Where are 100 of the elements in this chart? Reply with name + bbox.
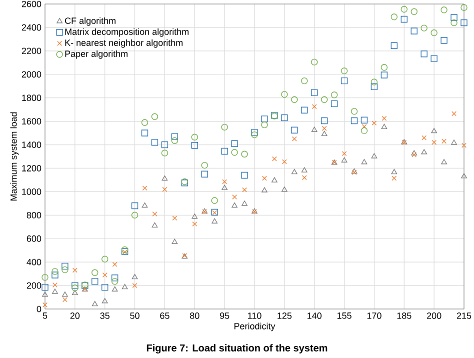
point [340,68,348,74]
point [251,129,258,136]
point [450,19,458,26]
x-tick-label: 170 [367,312,382,319]
point [330,100,338,108]
point [92,278,98,285]
point [291,96,298,103]
x-tick-label: 140 [308,312,322,319]
point [131,212,138,218]
point [371,153,378,158]
point [141,119,148,126]
point [171,133,178,140]
point [281,90,288,98]
point [311,126,318,132]
point [111,274,118,282]
point [321,130,328,136]
point [410,28,418,34]
x-tick-label: 95 [220,312,230,319]
point [72,282,78,289]
point [191,134,198,140]
y-tick-label: 2000 [22,71,42,78]
point [372,120,377,126]
point [142,202,148,208]
point [201,170,208,178]
point [241,172,248,179]
point [72,290,78,296]
point [320,96,328,103]
point [450,14,458,21]
point [231,149,238,156]
y-tick-label: 1800 [22,94,42,102]
point [162,175,168,181]
point [341,157,348,162]
point [102,284,108,291]
point [151,113,158,120]
point [261,116,268,122]
point [392,176,397,181]
point [422,135,427,140]
point [380,64,388,71]
point [232,194,238,200]
point [302,175,307,180]
point [370,78,378,86]
x-tick-label: 65 [160,312,170,319]
point [431,128,438,134]
point [62,266,68,274]
point [122,284,128,290]
y-tick-label: 2400 [22,24,42,31]
x-tick-label: 185 [397,312,412,319]
legend-label: Matrix decomposition algorithm [65,28,188,37]
point [460,4,468,11]
point [131,202,138,210]
point [410,8,418,15]
point [222,184,228,190]
point [301,167,308,172]
point [262,176,267,181]
point [231,140,238,147]
point [72,268,78,273]
point [281,186,288,192]
point [62,297,68,302]
y-tick-label: 400 [26,258,42,266]
point [322,126,327,131]
legend-label: CF algorithm [65,17,116,26]
y-tick-label: 2200 [22,48,42,54]
point [440,6,448,14]
point [281,114,288,122]
point [292,136,297,142]
point [92,269,98,276]
point [52,272,58,278]
point [382,116,387,121]
point [462,142,466,148]
x-tick-label: 125 [278,312,292,319]
point [152,222,158,228]
y-tick-label: 0 [36,306,42,312]
y-tick-label: 1600 [22,118,42,124]
point [222,179,228,184]
point [460,19,468,26]
point [221,148,228,155]
point [390,14,398,20]
x-tick-label: 215 [456,312,472,319]
point [112,262,118,267]
x-axis-title: Periodicity [234,322,276,332]
point [340,77,348,84]
point [172,216,178,221]
point [291,126,298,134]
point [421,149,428,154]
point [441,159,447,164]
point [52,288,58,294]
point [350,117,358,124]
point [171,137,178,144]
point [370,83,378,90]
point [191,142,198,149]
point [221,124,228,131]
x-tick-label: 155 [337,312,352,319]
point [72,284,78,292]
point [312,104,317,110]
x-tick-label: 35 [100,312,110,319]
point [212,218,218,224]
point [420,50,428,58]
point [152,212,158,216]
x-tick-label: 50 [130,312,140,319]
point [161,150,168,156]
